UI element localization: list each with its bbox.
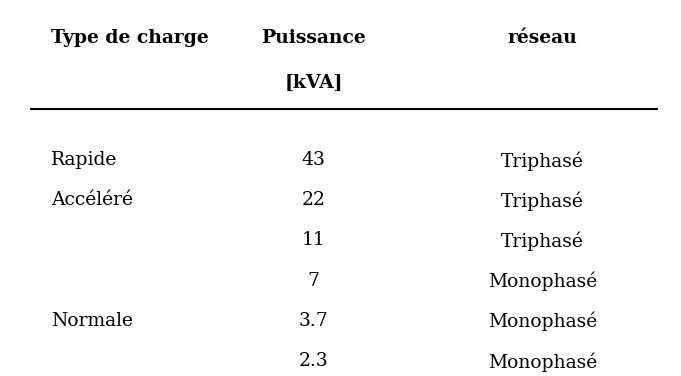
Text: 2.3: 2.3 [299,352,328,370]
Text: Monophasé: Monophasé [488,271,597,291]
Text: Normale: Normale [51,312,133,330]
Text: 11: 11 [302,231,326,249]
Text: Rapide: Rapide [51,151,118,169]
Text: Triphasé: Triphasé [501,191,584,211]
Text: réseau: réseau [507,29,577,47]
Text: 7: 7 [308,271,319,290]
Text: Monophasé: Monophasé [488,352,597,371]
Text: [kVA]: [kVA] [285,74,343,92]
Text: Triphasé: Triphasé [501,231,584,251]
Text: Accéléré: Accéléré [51,191,133,209]
Text: Puissance: Puissance [262,29,366,47]
Text: Type de charge: Type de charge [51,29,209,47]
Text: 43: 43 [302,151,326,169]
Text: 3.7: 3.7 [299,312,328,330]
Text: Monophasé: Monophasé [488,312,597,331]
Text: 22: 22 [302,191,326,209]
Text: Triphasé: Triphasé [501,151,584,170]
